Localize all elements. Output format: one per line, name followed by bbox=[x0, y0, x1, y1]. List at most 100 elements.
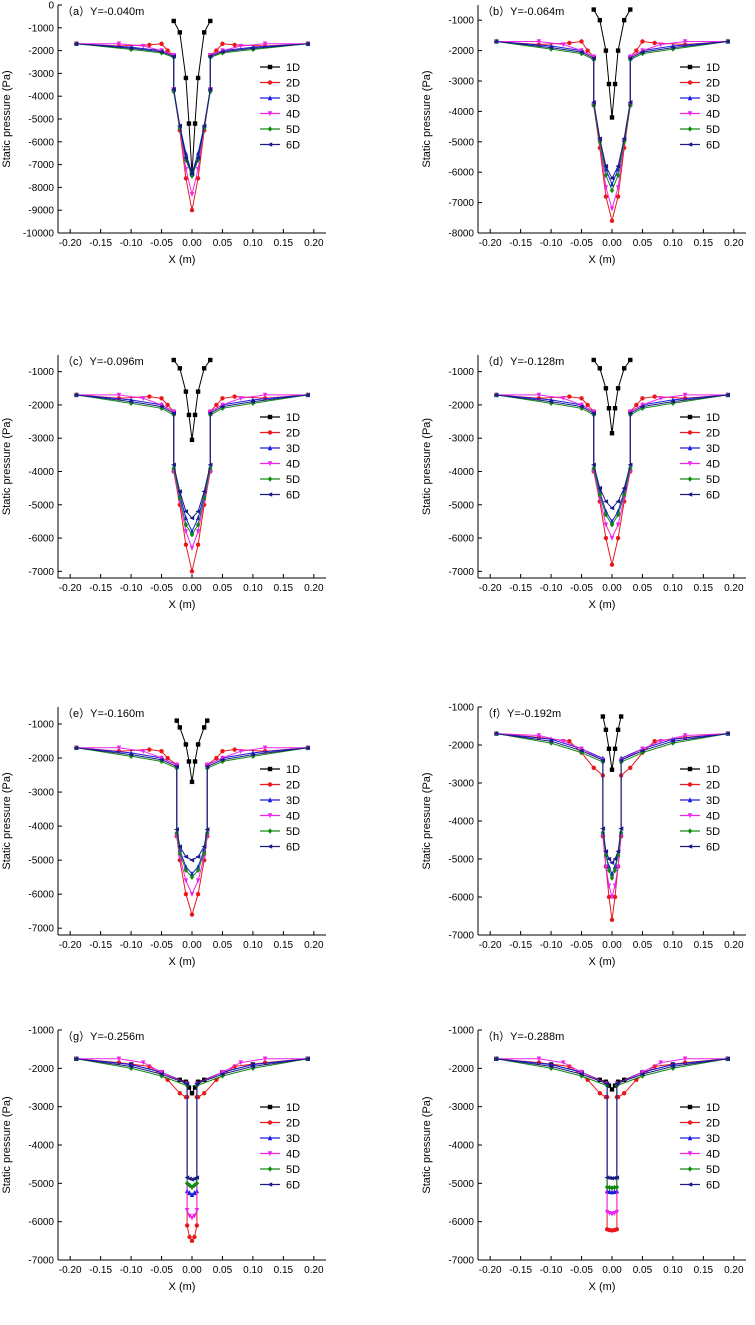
legend-label-1D: 1D bbox=[286, 1102, 300, 1114]
series-line-5D bbox=[76, 43, 308, 178]
series-line-3D bbox=[496, 394, 728, 523]
data-point-6D bbox=[615, 499, 621, 504]
data-point-6D bbox=[591, 411, 596, 416]
x-tick-label: 0.10 bbox=[663, 940, 683, 951]
data-point-6D bbox=[73, 1056, 79, 1061]
y-tick-label: -6000 bbox=[28, 1217, 54, 1228]
x-tick-label: -0.15 bbox=[89, 583, 112, 594]
data-point-1D bbox=[201, 30, 207, 35]
x-tick-label: -0.20 bbox=[59, 940, 82, 951]
data-point-4D bbox=[238, 1060, 243, 1066]
data-point-4D bbox=[183, 166, 189, 172]
chart-panel-0: 0 -1000 -2000 -3000 -4000 -5000 -6000 -7000 -800… bbox=[1, 1, 326, 266]
data-point-6D bbox=[183, 509, 189, 514]
data-point-2D bbox=[597, 1091, 603, 1096]
x-tick-label: 0.00 bbox=[602, 1265, 622, 1276]
data-point-1D bbox=[192, 412, 198, 418]
data-point-4D bbox=[116, 1056, 122, 1062]
data-point-1D bbox=[612, 746, 618, 751]
data-point-4D bbox=[141, 396, 146, 401]
y-tick-label: -1000 bbox=[28, 1026, 54, 1037]
data-point-6D bbox=[609, 1176, 615, 1181]
data-point-1D bbox=[603, 727, 609, 732]
data-point-2D bbox=[232, 747, 237, 752]
data-point-3D bbox=[189, 871, 195, 876]
data-point-6D bbox=[207, 87, 213, 92]
data-point-4D bbox=[536, 1056, 542, 1062]
data-point-5D bbox=[621, 492, 627, 498]
x-tick-label: -0.20 bbox=[479, 238, 502, 249]
series-markers-2D bbox=[494, 392, 730, 567]
data-point-5D bbox=[640, 405, 645, 411]
data-point-legend-2D bbox=[687, 430, 693, 435]
legend-label-2D: 2D bbox=[706, 428, 720, 440]
x-tick-label: -0.05 bbox=[570, 583, 593, 594]
data-point-legend-1D bbox=[687, 64, 693, 70]
panel-title: （e）Y=-0.160m bbox=[62, 707, 144, 720]
data-point-2D bbox=[621, 1091, 627, 1096]
data-point-5D bbox=[201, 850, 207, 857]
series-line-2D bbox=[496, 733, 728, 920]
data-point-5D bbox=[183, 867, 189, 874]
series-line-3D bbox=[76, 1058, 308, 1196]
data-point-6D bbox=[305, 41, 310, 46]
data-point-1D bbox=[612, 81, 618, 87]
legend-label-1D: 1D bbox=[286, 764, 300, 776]
y-axis-title: Static pressure (Pa) bbox=[1, 418, 13, 515]
panel-title: （d）Y=-0.128m bbox=[482, 355, 564, 368]
data-point-6D bbox=[174, 827, 179, 832]
data-point-1D bbox=[195, 389, 201, 394]
data-point-2D bbox=[609, 562, 615, 567]
data-point-5D bbox=[189, 173, 195, 179]
y-tick-label: -5000 bbox=[448, 137, 474, 148]
data-point-legend-2D bbox=[687, 1120, 693, 1125]
data-point-2D bbox=[606, 894, 612, 900]
data-point-1D bbox=[177, 725, 183, 730]
legend-label-3D: 3D bbox=[286, 795, 300, 807]
data-point-6D bbox=[195, 854, 201, 859]
legend-label-3D: 3D bbox=[706, 795, 720, 807]
data-point-6D bbox=[73, 41, 79, 46]
data-point-4D bbox=[262, 745, 268, 751]
x-tick-label: 0.10 bbox=[663, 583, 683, 594]
data-point-4D bbox=[189, 545, 195, 551]
data-point-6D bbox=[171, 54, 176, 59]
data-point-1D bbox=[609, 115, 615, 120]
data-point-2D bbox=[183, 176, 189, 181]
data-point-1D bbox=[192, 759, 198, 764]
legend-label-5D: 5D bbox=[706, 474, 720, 486]
series-line-3D bbox=[496, 733, 728, 876]
y-tick-label: -4000 bbox=[448, 467, 474, 478]
data-point-legend-6D bbox=[267, 142, 273, 147]
y-tick-label: -1000 bbox=[448, 16, 474, 27]
data-point-4D bbox=[615, 864, 621, 870]
y-tick-label: -1000 bbox=[448, 1026, 474, 1037]
legend-label-2D: 2D bbox=[286, 428, 300, 440]
data-point-5D bbox=[250, 753, 256, 760]
series-line-5D bbox=[496, 733, 728, 880]
data-point-6D bbox=[158, 757, 164, 762]
data-point-2D bbox=[214, 402, 219, 408]
data-point-2D bbox=[603, 194, 609, 199]
data-point-6D bbox=[219, 757, 225, 762]
series-markers-6D bbox=[493, 1056, 730, 1181]
data-point-2D bbox=[634, 402, 639, 408]
data-point-2D bbox=[615, 535, 621, 541]
data-point-2D bbox=[579, 39, 584, 44]
y-axis-title: Static pressure (Pa) bbox=[1, 70, 13, 167]
legend-label-6D: 6D bbox=[286, 1180, 300, 1192]
chart-panel-1: -1000 -2000 -3000 -4000 -5000 -6000 -7000 -8000… bbox=[421, 5, 746, 266]
panel-title: （f）Y=-0.192m bbox=[482, 707, 561, 720]
x-tick-label: 0.15 bbox=[274, 1265, 294, 1276]
x-tick-label: 0.20 bbox=[304, 238, 324, 249]
data-point-legend-5D bbox=[267, 476, 273, 482]
data-point-2D bbox=[614, 1227, 620, 1232]
x-tick-label: 0.05 bbox=[633, 940, 653, 951]
data-point-1D bbox=[618, 714, 624, 719]
data-point-6D bbox=[591, 462, 596, 468]
data-point-legend-5D bbox=[687, 828, 693, 834]
data-point-5D bbox=[609, 875, 615, 881]
x-tick-label: 0.15 bbox=[694, 583, 714, 594]
data-point-4D bbox=[609, 535, 615, 541]
x-tick-label: -0.15 bbox=[509, 583, 532, 594]
